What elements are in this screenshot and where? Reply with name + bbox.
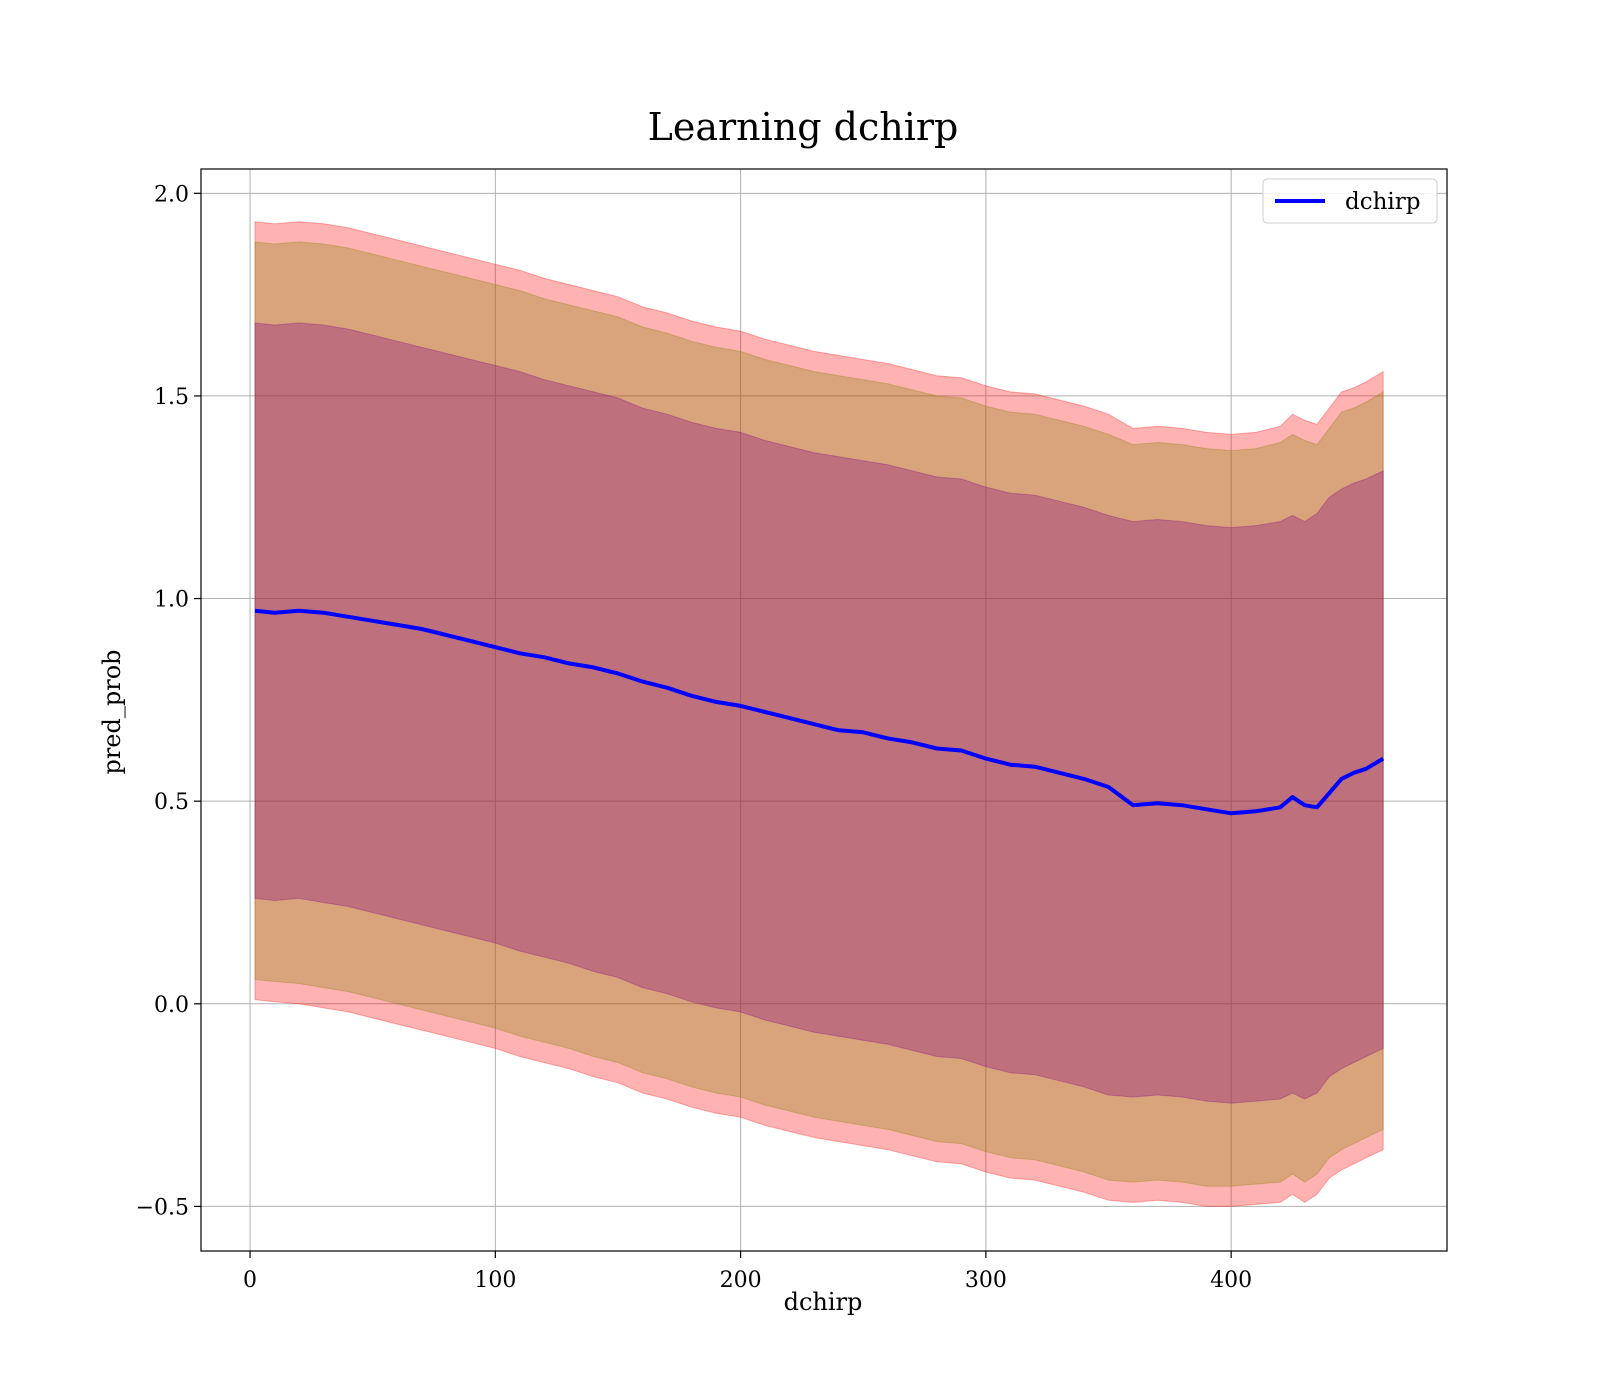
confidence-band-0 xyxy=(254,221,1384,1207)
series-line-dchirp xyxy=(254,608,1385,816)
y-axis-label: pred_prob xyxy=(98,649,126,774)
y-tick-label-2: 0.5 xyxy=(154,790,189,815)
y-tick-label-3: 1.0 xyxy=(154,588,189,613)
confidence-band-2 xyxy=(254,322,1384,1104)
y-tick-label-0: −0.5 xyxy=(136,1195,189,1220)
chart-title: Learning dchirp xyxy=(648,105,959,149)
plot-frame xyxy=(200,168,1448,1252)
legend-label-dchirp: dchirp xyxy=(1345,189,1421,215)
x-axis-label: dchirp xyxy=(784,1288,863,1316)
y-tick-label-4: 1.5 xyxy=(154,385,189,410)
x-tick-label-3: 300 xyxy=(965,1268,1007,1293)
confidence-band-1 xyxy=(254,241,1384,1187)
x-tick-label-1: 100 xyxy=(474,1268,516,1293)
plot-background xyxy=(201,169,1447,1251)
y-tick-label-1: 0.0 xyxy=(154,993,189,1018)
x-tick-label-4: 400 xyxy=(1210,1268,1252,1293)
plot-area: 0 100 200 300 400 −0.5 0.0 0.5 1.0 1.5 2.0 dchirp xyxy=(136,168,1448,1293)
y-tick-label-5: 2.0 xyxy=(154,182,189,207)
x-tick-label-0: 0 xyxy=(243,1268,257,1293)
legend-box xyxy=(1262,178,1438,224)
x-tick-label-2: 200 xyxy=(720,1268,762,1293)
